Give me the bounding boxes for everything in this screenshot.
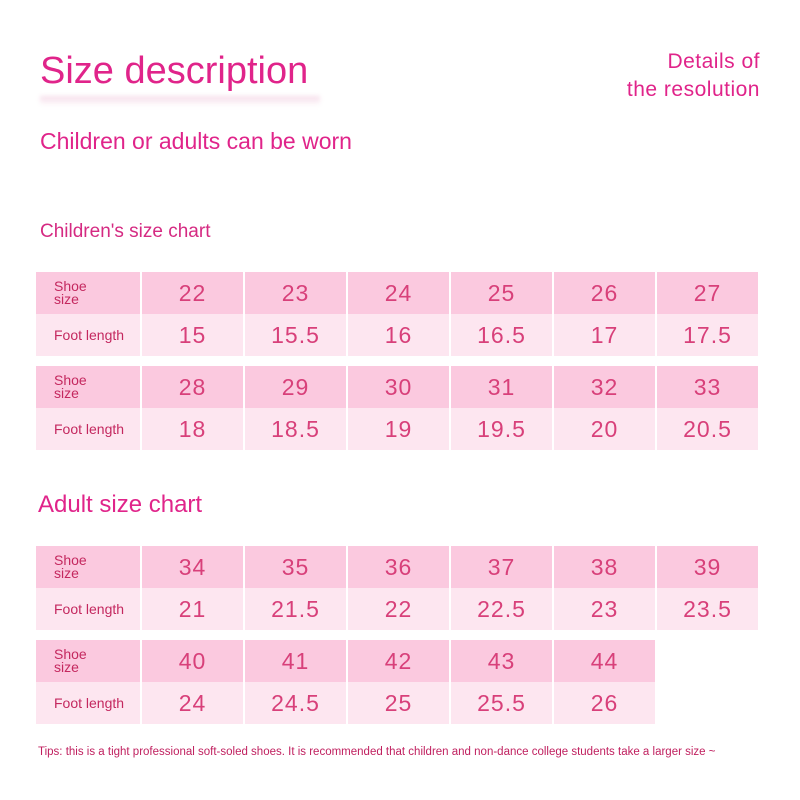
shoe-size-cell: 43 [451,640,552,682]
shoe-size-cell: 27 [657,272,758,314]
foot-length-cell: 18.5 [245,408,346,450]
shoe-size-row: Shoe size 28 29 30 31 32 33 [36,366,758,408]
shoe-size-cell: 40 [142,640,243,682]
children-size-table-2: Shoe size 28 29 30 31 32 33 Foot length 1… [34,366,760,450]
foot-length-cell: 17.5 [657,314,758,356]
foot-length-cell: 20.5 [657,408,758,450]
foot-length-label: Foot length [36,408,140,450]
adult-size-table-1: Shoe size 34 35 36 37 38 39 Foot length 2… [34,546,760,630]
shoe-size-row: Shoe size 22 23 24 25 26 27 [36,272,758,314]
details-line-1: Details of [627,48,760,76]
foot-length-cell: 19 [348,408,449,450]
foot-length-cell: 22.5 [451,588,552,630]
foot-length-cell: 20 [554,408,655,450]
foot-length-cell: 19.5 [451,408,552,450]
shoe-size-cell: 39 [657,546,758,588]
foot-length-cell: 26 [554,682,655,724]
shoe-size-row: Shoe size 34 35 36 37 38 39 [36,546,758,588]
foot-length-cell: 23.5 [657,588,758,630]
details-label: Details of the resolution [627,48,760,104]
empty-cell [657,640,758,682]
shoe-size-cell: 29 [245,366,346,408]
shoe-size-cell: 31 [451,366,552,408]
shoe-size-row: Shoe size 40 41 42 43 44 [36,640,758,682]
shoe-size-label: Shoe size [36,640,140,682]
shoe-size-cell: 25 [451,272,552,314]
shoe-size-cell: 23 [245,272,346,314]
foot-length-cell: 18 [142,408,243,450]
children-size-table-1: Shoe size 22 23 24 25 26 27 Foot length 1… [34,272,760,356]
foot-length-cell: 15.5 [245,314,346,356]
shoe-size-label: Shoe size [36,366,140,408]
adult-size-table-2: Shoe size 40 41 42 43 44 Foot length 24 2… [34,640,760,724]
page-title: Size description [40,52,308,90]
shoe-size-cell: 22 [142,272,243,314]
shoe-size-cell: 30 [348,366,449,408]
foot-length-cell: 17 [554,314,655,356]
foot-length-cell: 21.5 [245,588,346,630]
foot-length-label: Foot length [36,314,140,356]
foot-length-cell: 22 [348,588,449,630]
foot-length-cell: 25 [348,682,449,724]
foot-length-row: Foot length 18 18.5 19 19.5 20 20.5 [36,408,758,450]
empty-cell [657,682,758,724]
shoe-size-cell: 42 [348,640,449,682]
children-size-heading: Children's size chart [40,221,210,243]
foot-length-cell: 16 [348,314,449,356]
shoe-size-cell: 28 [142,366,243,408]
subtitle: Children or adults can be worn [40,128,352,155]
shoe-size-cell: 44 [554,640,655,682]
foot-length-cell: 16.5 [451,314,552,356]
shoe-size-cell: 26 [554,272,655,314]
foot-length-cell: 15 [142,314,243,356]
foot-length-row: Foot length 15 15.5 16 16.5 17 17.5 [36,314,758,356]
foot-length-cell: 25.5 [451,682,552,724]
foot-length-cell: 21 [142,588,243,630]
shoe-size-cell: 24 [348,272,449,314]
foot-length-label: Foot length [36,682,140,724]
foot-length-cell: 23 [554,588,655,630]
foot-length-label: Foot length [36,588,140,630]
tips-note: Tips: this is a tight professional soft-… [38,746,715,758]
shoe-size-cell: 36 [348,546,449,588]
shoe-size-cell: 34 [142,546,243,588]
shoe-size-label: Shoe size [36,546,140,588]
foot-length-row: Foot length 24 24.5 25 25.5 26 [36,682,758,724]
adult-size-heading: Adult size chart [38,491,202,519]
shoe-size-cell: 37 [451,546,552,588]
shoe-size-cell: 32 [554,366,655,408]
shoe-size-cell: 38 [554,546,655,588]
shoe-size-cell: 35 [245,546,346,588]
foot-length-row: Foot length 21 21.5 22 22.5 23 23.5 [36,588,758,630]
shoe-size-cell: 33 [657,366,758,408]
foot-length-cell: 24.5 [245,682,346,724]
title-reflection [40,96,320,106]
shoe-size-cell: 41 [245,640,346,682]
details-line-2: the resolution [627,76,760,104]
foot-length-cell: 24 [142,682,243,724]
shoe-size-label: Shoe size [36,272,140,314]
